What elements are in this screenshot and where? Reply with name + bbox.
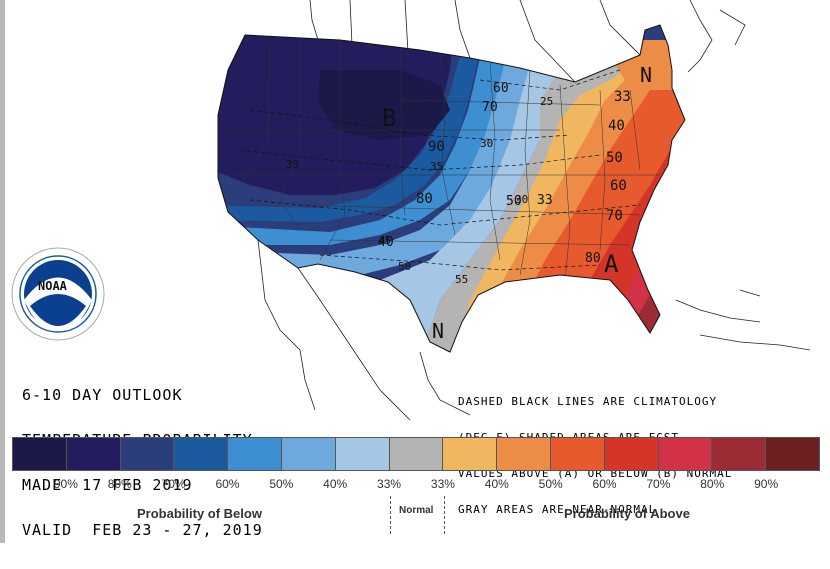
left-border xyxy=(0,0,5,543)
legend-tick: 80% xyxy=(700,477,725,491)
climatology-label: 45 xyxy=(378,234,391,247)
noaa-logo: NOAA xyxy=(11,247,105,341)
climatology-lines xyxy=(239,69,641,271)
contour-label: 80 xyxy=(416,191,433,207)
climatology-label: 30 xyxy=(515,193,528,206)
outlook-map-page: B A N N 33 40 50 60 70 80 90 80 70 60 50… xyxy=(0,0,830,543)
contour-label: 60 xyxy=(493,81,509,96)
contour-label: 60 xyxy=(610,178,627,194)
noaa-logo-text: NOAA xyxy=(38,279,68,293)
climatology-label: 55 xyxy=(455,273,468,286)
legend-tick: 40% xyxy=(484,477,509,491)
legend-swatch xyxy=(228,438,282,470)
outlook-line-4: VALID FEB 23 - 27, 2019 xyxy=(22,521,263,539)
contour-label: 50 xyxy=(506,194,522,209)
legend-swatch xyxy=(13,438,67,470)
notes-line-4: GRAY AREAS ARE NEAR-NORMAL xyxy=(458,503,657,516)
legend-tick: 50% xyxy=(269,477,294,491)
legend-swatch xyxy=(766,438,819,470)
legend-swatch xyxy=(712,438,767,470)
contour-label: 80 xyxy=(585,251,601,266)
legend-tick: 40% xyxy=(323,477,348,491)
climatology-label: 35 xyxy=(430,160,443,173)
climatology-label: 35 xyxy=(286,158,299,171)
outlook-line-3: MADE 17 FEB 2019 xyxy=(22,476,193,494)
notes-line-1: DASHED BLACK LINES ARE CLIMATOLOGY xyxy=(458,395,718,408)
temperature-outlook-map: B A N N 33 40 50 60 70 80 90 80 70 60 50… xyxy=(11,0,811,421)
legend-swatch xyxy=(389,438,444,470)
contour-label: 70 xyxy=(482,100,498,115)
legend-tick: 70% xyxy=(646,477,671,491)
legend-tick: 60% xyxy=(592,477,617,491)
legend-swatch xyxy=(497,438,551,470)
contour-label: 40 xyxy=(608,118,625,134)
map-labels: B A N N 33 40 50 60 70 80 90 80 70 60 50… xyxy=(286,63,652,343)
climatology-label: 30 xyxy=(480,137,493,150)
legend-swatch xyxy=(66,438,121,470)
legend-swatch xyxy=(550,438,605,470)
above-marker: A xyxy=(604,250,619,278)
legend-swatch xyxy=(120,438,175,470)
contour-label: 33 xyxy=(537,193,553,208)
probability-below-caption: Probability of Below xyxy=(137,506,262,521)
legend-tick: 33% xyxy=(430,477,455,491)
climatology-label: 25 xyxy=(540,95,553,108)
below-marker: B xyxy=(382,104,396,132)
normal-marker-texas: N xyxy=(432,319,444,343)
contour-label: 33 xyxy=(614,89,631,105)
contour-label: 70 xyxy=(606,208,623,224)
neighbor-borders xyxy=(257,0,811,421)
legend-swatch xyxy=(604,438,659,470)
legend-tick: 60% xyxy=(215,477,240,491)
legend-swatch xyxy=(335,438,390,470)
normal-divider-left xyxy=(390,496,391,534)
probability-shading xyxy=(218,25,685,352)
legend-tick: 90% xyxy=(754,477,779,491)
legend-tick-labels: 90% 80% 70% 60% 50% 40% 33% 33% 40% 50% 60% 70% 80% 9… xyxy=(0,477,830,493)
probability-above-caption: Probability of Above xyxy=(564,506,690,521)
legend-swatch xyxy=(281,438,336,470)
legend-tick: 50% xyxy=(538,477,563,491)
legend-color-bar xyxy=(12,437,820,471)
state-lines xyxy=(218,37,660,281)
contour-label: 50 xyxy=(606,150,623,166)
legend-swatch xyxy=(174,438,229,470)
climatology-label: 50 xyxy=(398,260,411,273)
legend-tick: 33% xyxy=(377,477,402,491)
contour-label: 90 xyxy=(428,139,445,155)
legend-swatch xyxy=(658,438,713,470)
legend-tick: 90% xyxy=(53,477,78,491)
normal-caption: Normal xyxy=(399,505,434,516)
legend-swatch xyxy=(443,438,498,470)
normal-divider-right xyxy=(444,496,445,534)
outlook-line-1: 6-10 DAY OUTLOOK xyxy=(22,386,183,404)
legend-tick: 80% xyxy=(107,477,132,491)
us-outline xyxy=(217,24,686,353)
contour-label: 40 xyxy=(378,235,394,250)
legend-tick: 70% xyxy=(161,477,186,491)
normal-marker-northeast: N xyxy=(640,63,652,87)
